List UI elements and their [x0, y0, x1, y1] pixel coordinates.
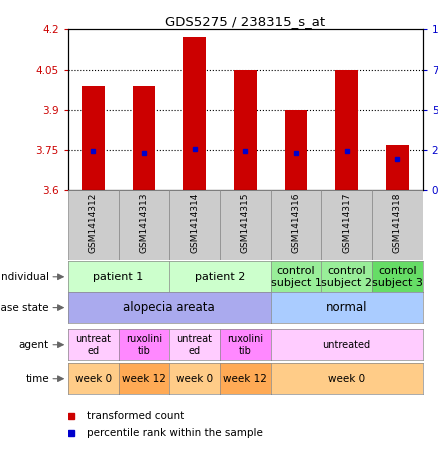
- Bar: [183, 38, 206, 190]
- Bar: [335, 70, 358, 190]
- Text: untreated: untreated: [322, 340, 371, 350]
- Bar: [133, 86, 155, 190]
- Bar: [82, 86, 105, 190]
- Text: GSM1414318: GSM1414318: [393, 193, 402, 253]
- Bar: [271, 190, 321, 260]
- Text: individual: individual: [0, 272, 49, 282]
- Bar: [285, 110, 307, 190]
- Text: week 0: week 0: [176, 374, 213, 384]
- Bar: [220, 190, 271, 260]
- Bar: [169, 190, 220, 260]
- Bar: [386, 145, 409, 190]
- Text: week 0: week 0: [328, 374, 365, 384]
- Text: agent: agent: [19, 340, 49, 350]
- Bar: [234, 70, 257, 190]
- Text: GSM1414314: GSM1414314: [190, 193, 199, 253]
- Text: control
subject 3: control subject 3: [372, 266, 423, 288]
- Text: patient 1: patient 1: [93, 272, 144, 282]
- Text: disease state: disease state: [0, 303, 49, 313]
- Text: control
subject 2: control subject 2: [321, 266, 372, 288]
- Bar: [372, 190, 423, 260]
- Text: week 0: week 0: [74, 374, 112, 384]
- Bar: [321, 190, 372, 260]
- Text: normal: normal: [326, 301, 367, 314]
- Text: GSM1414313: GSM1414313: [139, 193, 148, 253]
- Title: GDS5275 / 238315_s_at: GDS5275 / 238315_s_at: [165, 15, 325, 28]
- Text: percentile rank within the sample: percentile rank within the sample: [88, 428, 263, 438]
- Text: time: time: [25, 374, 49, 384]
- Text: week 12: week 12: [223, 374, 267, 384]
- Text: ruxolini
tib: ruxolini tib: [126, 334, 162, 356]
- Bar: [119, 190, 169, 260]
- Text: control
subject 1: control subject 1: [271, 266, 321, 288]
- Bar: [68, 190, 119, 260]
- Text: ruxolini
tib: ruxolini tib: [227, 334, 263, 356]
- Text: transformed count: transformed count: [88, 411, 185, 421]
- Text: patient 2: patient 2: [195, 272, 245, 282]
- Text: untreat
ed: untreat ed: [75, 334, 111, 356]
- Text: GSM1414315: GSM1414315: [241, 193, 250, 253]
- Text: GSM1414312: GSM1414312: [89, 193, 98, 253]
- Text: alopecia areata: alopecia areata: [124, 301, 215, 314]
- Text: GSM1414317: GSM1414317: [342, 193, 351, 253]
- Text: untreat
ed: untreat ed: [177, 334, 212, 356]
- Text: GSM1414316: GSM1414316: [291, 193, 300, 253]
- Text: week 12: week 12: [122, 374, 166, 384]
